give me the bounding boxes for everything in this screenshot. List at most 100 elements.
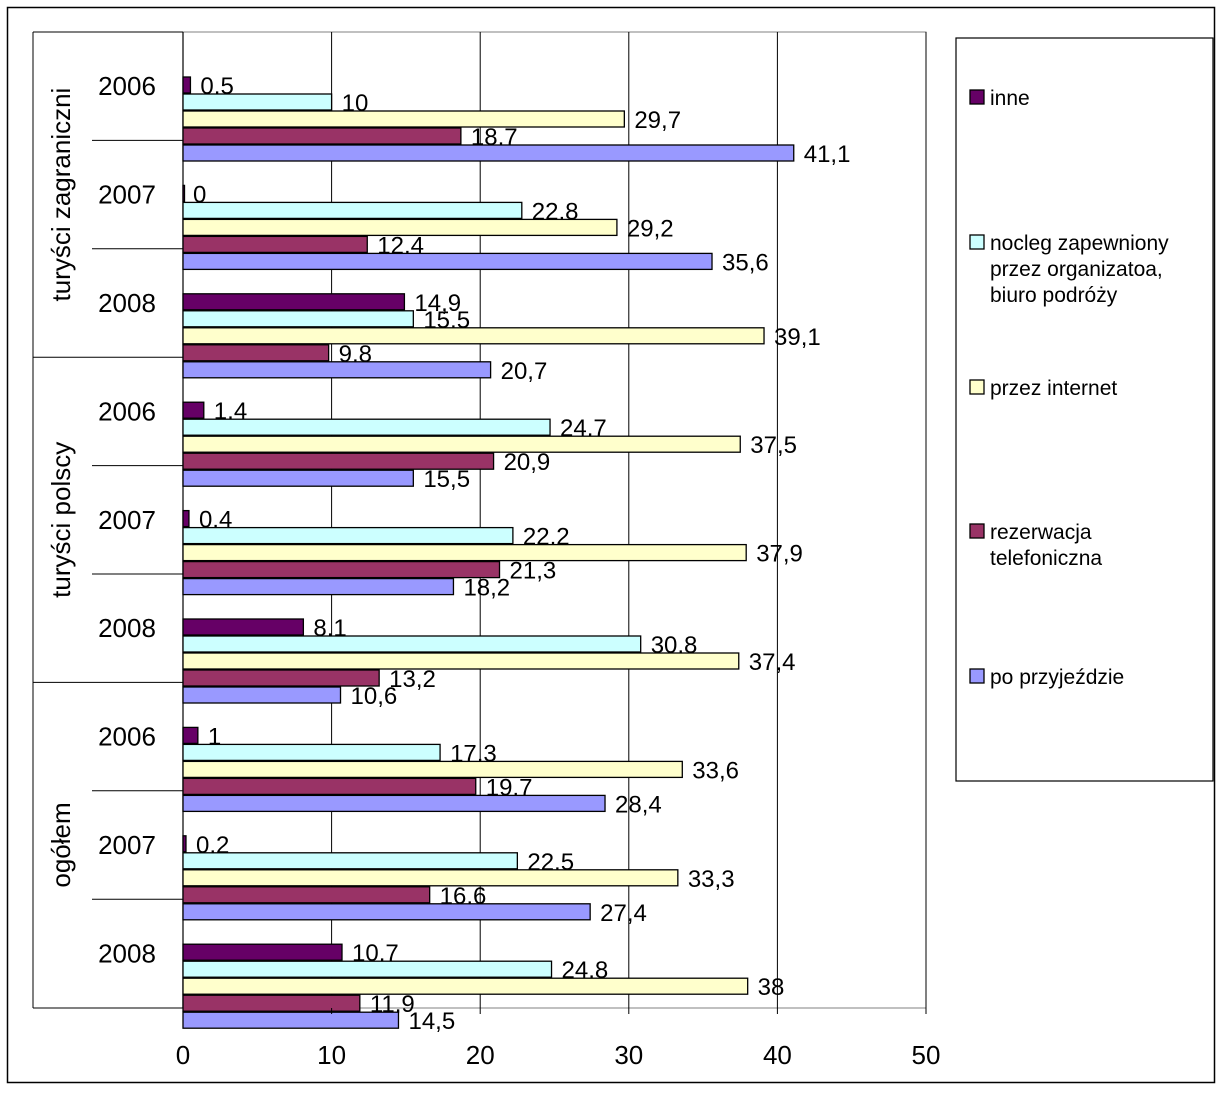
bar-internet	[182, 869, 679, 887]
data-label-telefon: 13,2	[389, 666, 436, 693]
data-label-internet: 37,4	[749, 649, 796, 676]
bar-nocleg	[182, 93, 333, 111]
bar-inne	[182, 726, 199, 745]
bar-nocleg	[182, 635, 642, 653]
bar-internet	[182, 760, 683, 779]
bar-internet	[182, 977, 749, 995]
bar-przyjazd	[182, 361, 492, 379]
bar-nocleg	[182, 960, 553, 978]
year-label: 2008	[98, 613, 156, 643]
bar-inne	[182, 401, 205, 419]
year-label: 2006	[98, 722, 156, 752]
group-label: turyści zagraniczni	[46, 88, 76, 302]
bar-inne	[182, 618, 305, 636]
bar-inne	[182, 509, 190, 528]
bar-inne	[182, 76, 192, 94]
group-label: ogółem	[46, 802, 76, 887]
data-label-internet: 29,2	[627, 215, 674, 242]
bar-inne	[182, 293, 406, 311]
bar-telefon	[182, 669, 380, 687]
data-label-internet: 38	[758, 974, 785, 1001]
bar-telefon	[182, 777, 477, 796]
data-label-telefon: 20,9	[504, 449, 551, 476]
data-label-przyjazd: 28,4	[615, 791, 662, 818]
bar-internet	[182, 652, 740, 670]
legend-label: biuro podróży	[990, 284, 1118, 307]
legend-label: nocleg zapewniony	[990, 232, 1169, 255]
bar-internet	[182, 218, 618, 237]
legend-label: przez organizatoa,	[990, 258, 1163, 281]
bar-inne	[182, 835, 187, 853]
bar-telefon	[182, 235, 368, 254]
bar-telefon	[182, 344, 330, 362]
bar-nocleg	[182, 201, 523, 220]
x-tick-label: 10	[317, 1040, 346, 1070]
bar-inne	[182, 184, 186, 203]
bar-telefon	[182, 452, 495, 470]
year-label: 2007	[98, 505, 156, 535]
year-label: 2006	[98, 396, 156, 426]
data-label-przyjazd: 14,5	[408, 1008, 455, 1035]
data-label-internet: 37,9	[756, 541, 803, 568]
bar-nocleg	[182, 526, 514, 545]
data-label-inne: 0	[193, 181, 206, 208]
bar-przyjazd	[182, 144, 795, 162]
data-label-przyjazd: 35,6	[722, 249, 769, 276]
plot-area	[182, 31, 927, 1009]
bar-nocleg	[182, 852, 519, 870]
group-label: turyści polscy	[46, 442, 76, 598]
data-label-inne: 1	[208, 723, 221, 750]
data-label-internet: 29,7	[634, 107, 681, 134]
data-label-internet: 37,5	[750, 432, 797, 459]
legend-label: inne	[990, 87, 1030, 110]
data-label-przyjazd: 10,6	[351, 683, 398, 710]
legend-label: rezerwacja	[990, 521, 1092, 544]
bar-telefon	[182, 560, 501, 579]
bar-telefon	[182, 127, 462, 145]
legend-swatch-nocleg	[969, 234, 985, 250]
x-tick-label: 0	[176, 1040, 190, 1070]
bar-nocleg	[182, 310, 414, 328]
data-label-internet: 39,1	[774, 324, 821, 351]
x-tick-label: 20	[466, 1040, 495, 1070]
year-label: 2006	[98, 71, 156, 101]
bar-przyjazd	[182, 1011, 400, 1029]
bar-internet	[182, 543, 747, 562]
data-label-internet: 33,3	[688, 866, 735, 893]
bar-przyjazd	[182, 686, 342, 704]
legend-box	[955, 37, 1214, 782]
data-label-internet: 33,6	[692, 757, 739, 784]
data-label-przyjazd: 20,7	[501, 358, 548, 385]
bar-internet	[182, 327, 765, 345]
data-label-przyjazd: 15,5	[423, 466, 470, 493]
data-label-przyjazd: 41,1	[804, 141, 851, 168]
legend-swatch-inne	[969, 89, 985, 105]
bar-telefon	[182, 994, 361, 1012]
year-label: 2008	[98, 288, 156, 318]
x-tick-label: 30	[614, 1040, 643, 1070]
legend-label: po przyjeździe	[990, 666, 1124, 689]
x-tick-label: 50	[912, 1040, 941, 1070]
year-label: 2008	[98, 938, 156, 968]
legend-label: przez internet	[990, 377, 1117, 400]
year-label: 2007	[98, 180, 156, 210]
bar-nocleg	[182, 418, 551, 436]
legend-swatch-przyjazd	[969, 668, 985, 684]
bar-przyjazd	[182, 903, 591, 921]
x-tick-label: 40	[763, 1040, 792, 1070]
bar-internet	[182, 435, 741, 453]
bar-przyjazd	[182, 252, 713, 271]
bar-inne	[182, 943, 343, 961]
bar-internet	[182, 110, 625, 128]
bar-przyjazd	[182, 794, 606, 813]
data-label-przyjazd: 27,4	[600, 900, 647, 927]
data-label-telefon: 21,3	[510, 558, 557, 585]
legend-swatch-internet	[969, 379, 985, 395]
legend-label: telefoniczna	[990, 547, 1102, 570]
bar-przyjazd	[182, 577, 455, 596]
data-label-inne: 14,9	[414, 290, 461, 317]
bar-nocleg	[182, 743, 441, 762]
bar-telefon	[182, 886, 431, 904]
